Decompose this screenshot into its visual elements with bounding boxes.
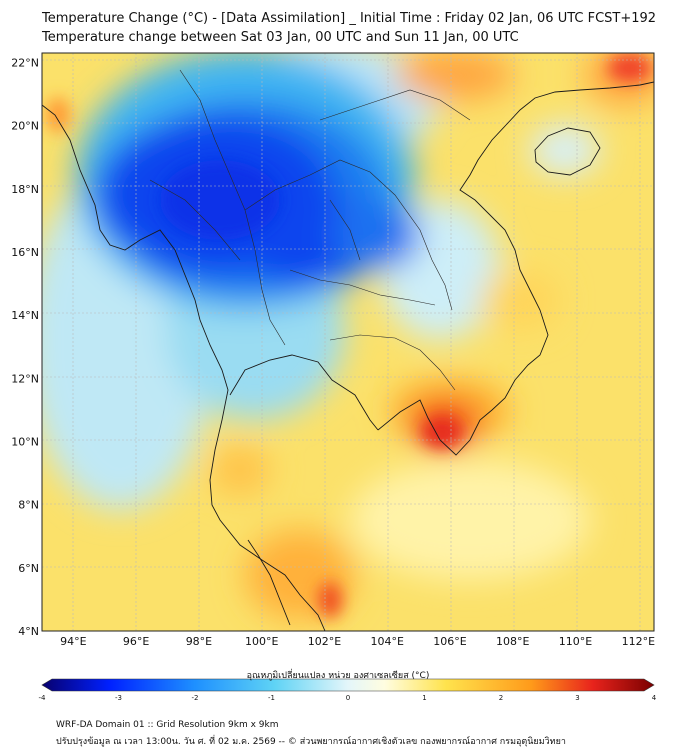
graticule: [42, 53, 654, 631]
lat-tick-label: 4°N: [18, 625, 39, 638]
lat-tick-label: 22°N: [11, 56, 39, 69]
colorbar-tick-label: 3: [575, 694, 579, 702]
temperature-field: [42, 53, 654, 631]
lon-tick-label: 108°E: [496, 635, 529, 648]
map-subtitle: Temperature change between Sat 03 Jan, 0…: [42, 30, 519, 45]
colorbar-tick-label: 1: [422, 694, 426, 702]
lat-tick-label: 12°N: [11, 372, 39, 385]
lon-tick-label: 94°E: [60, 635, 86, 648]
lon-tick-label: 98°E: [186, 635, 212, 648]
colorbar-tick-label: 0: [346, 694, 350, 702]
lat-tick-label: 8°N: [18, 499, 39, 512]
model-info: WRF-DA Domain 01 :: Grid Resolution 9km …: [56, 720, 279, 730]
map-frame: [41, 52, 655, 632]
coastlines: [42, 81, 654, 631]
lat-tick-label: 14°N: [11, 309, 39, 322]
lat-tick-label: 10°N: [11, 435, 39, 448]
colorbar-tick-label: -4: [39, 694, 47, 702]
colorbar: -4 -3 -2 -1 0 1 2 3 4: [39, 678, 657, 702]
colorbar-title: อุณหภูมิเปลี่ยนแปลง หน่วย องศาเซลเซียส (…: [246, 671, 430, 681]
colorbar-tick-label: -3: [115, 694, 122, 702]
lon-tick-label: 100°E: [245, 635, 278, 648]
colorbar-tick-label: 2: [499, 694, 503, 702]
lon-tick-label: 110°E: [559, 635, 592, 648]
lat-tick-label: 18°N: [11, 183, 39, 196]
update-credit: ปรับปรุงข้อมูล ณ เวลา 13:00น. วัน ศ. ที่…: [56, 737, 566, 747]
longitude-ticks: 94°E 96°E 98°E 100°E 102°E 104°E 106°E 108°E 110…: [60, 635, 655, 648]
country-borders: [149, 69, 471, 391]
lon-tick-label: 104°E: [371, 635, 404, 648]
lat-tick-label: 20°N: [11, 120, 39, 133]
lon-tick-label: 96°E: [123, 635, 149, 648]
lat-tick-label: 16°N: [11, 246, 39, 259]
lon-tick-label: 102°E: [308, 635, 341, 648]
latitude-ticks: 22°N 20°N 18°N 16°N 14°N 12°N 10°N 8°N 6°N 4°N: [11, 56, 39, 638]
colorbar-tick-label: -2: [192, 694, 199, 702]
colorbar-tick-label: -1: [268, 694, 275, 702]
lon-tick-label: 106°E: [433, 635, 466, 648]
colorbar-tick-label: 4: [652, 694, 657, 702]
lon-tick-label: 112°E: [622, 635, 655, 648]
lat-tick-label: 6°N: [18, 562, 39, 575]
map-title: Temperature Change (°C) - [Data Assimila…: [42, 11, 657, 26]
